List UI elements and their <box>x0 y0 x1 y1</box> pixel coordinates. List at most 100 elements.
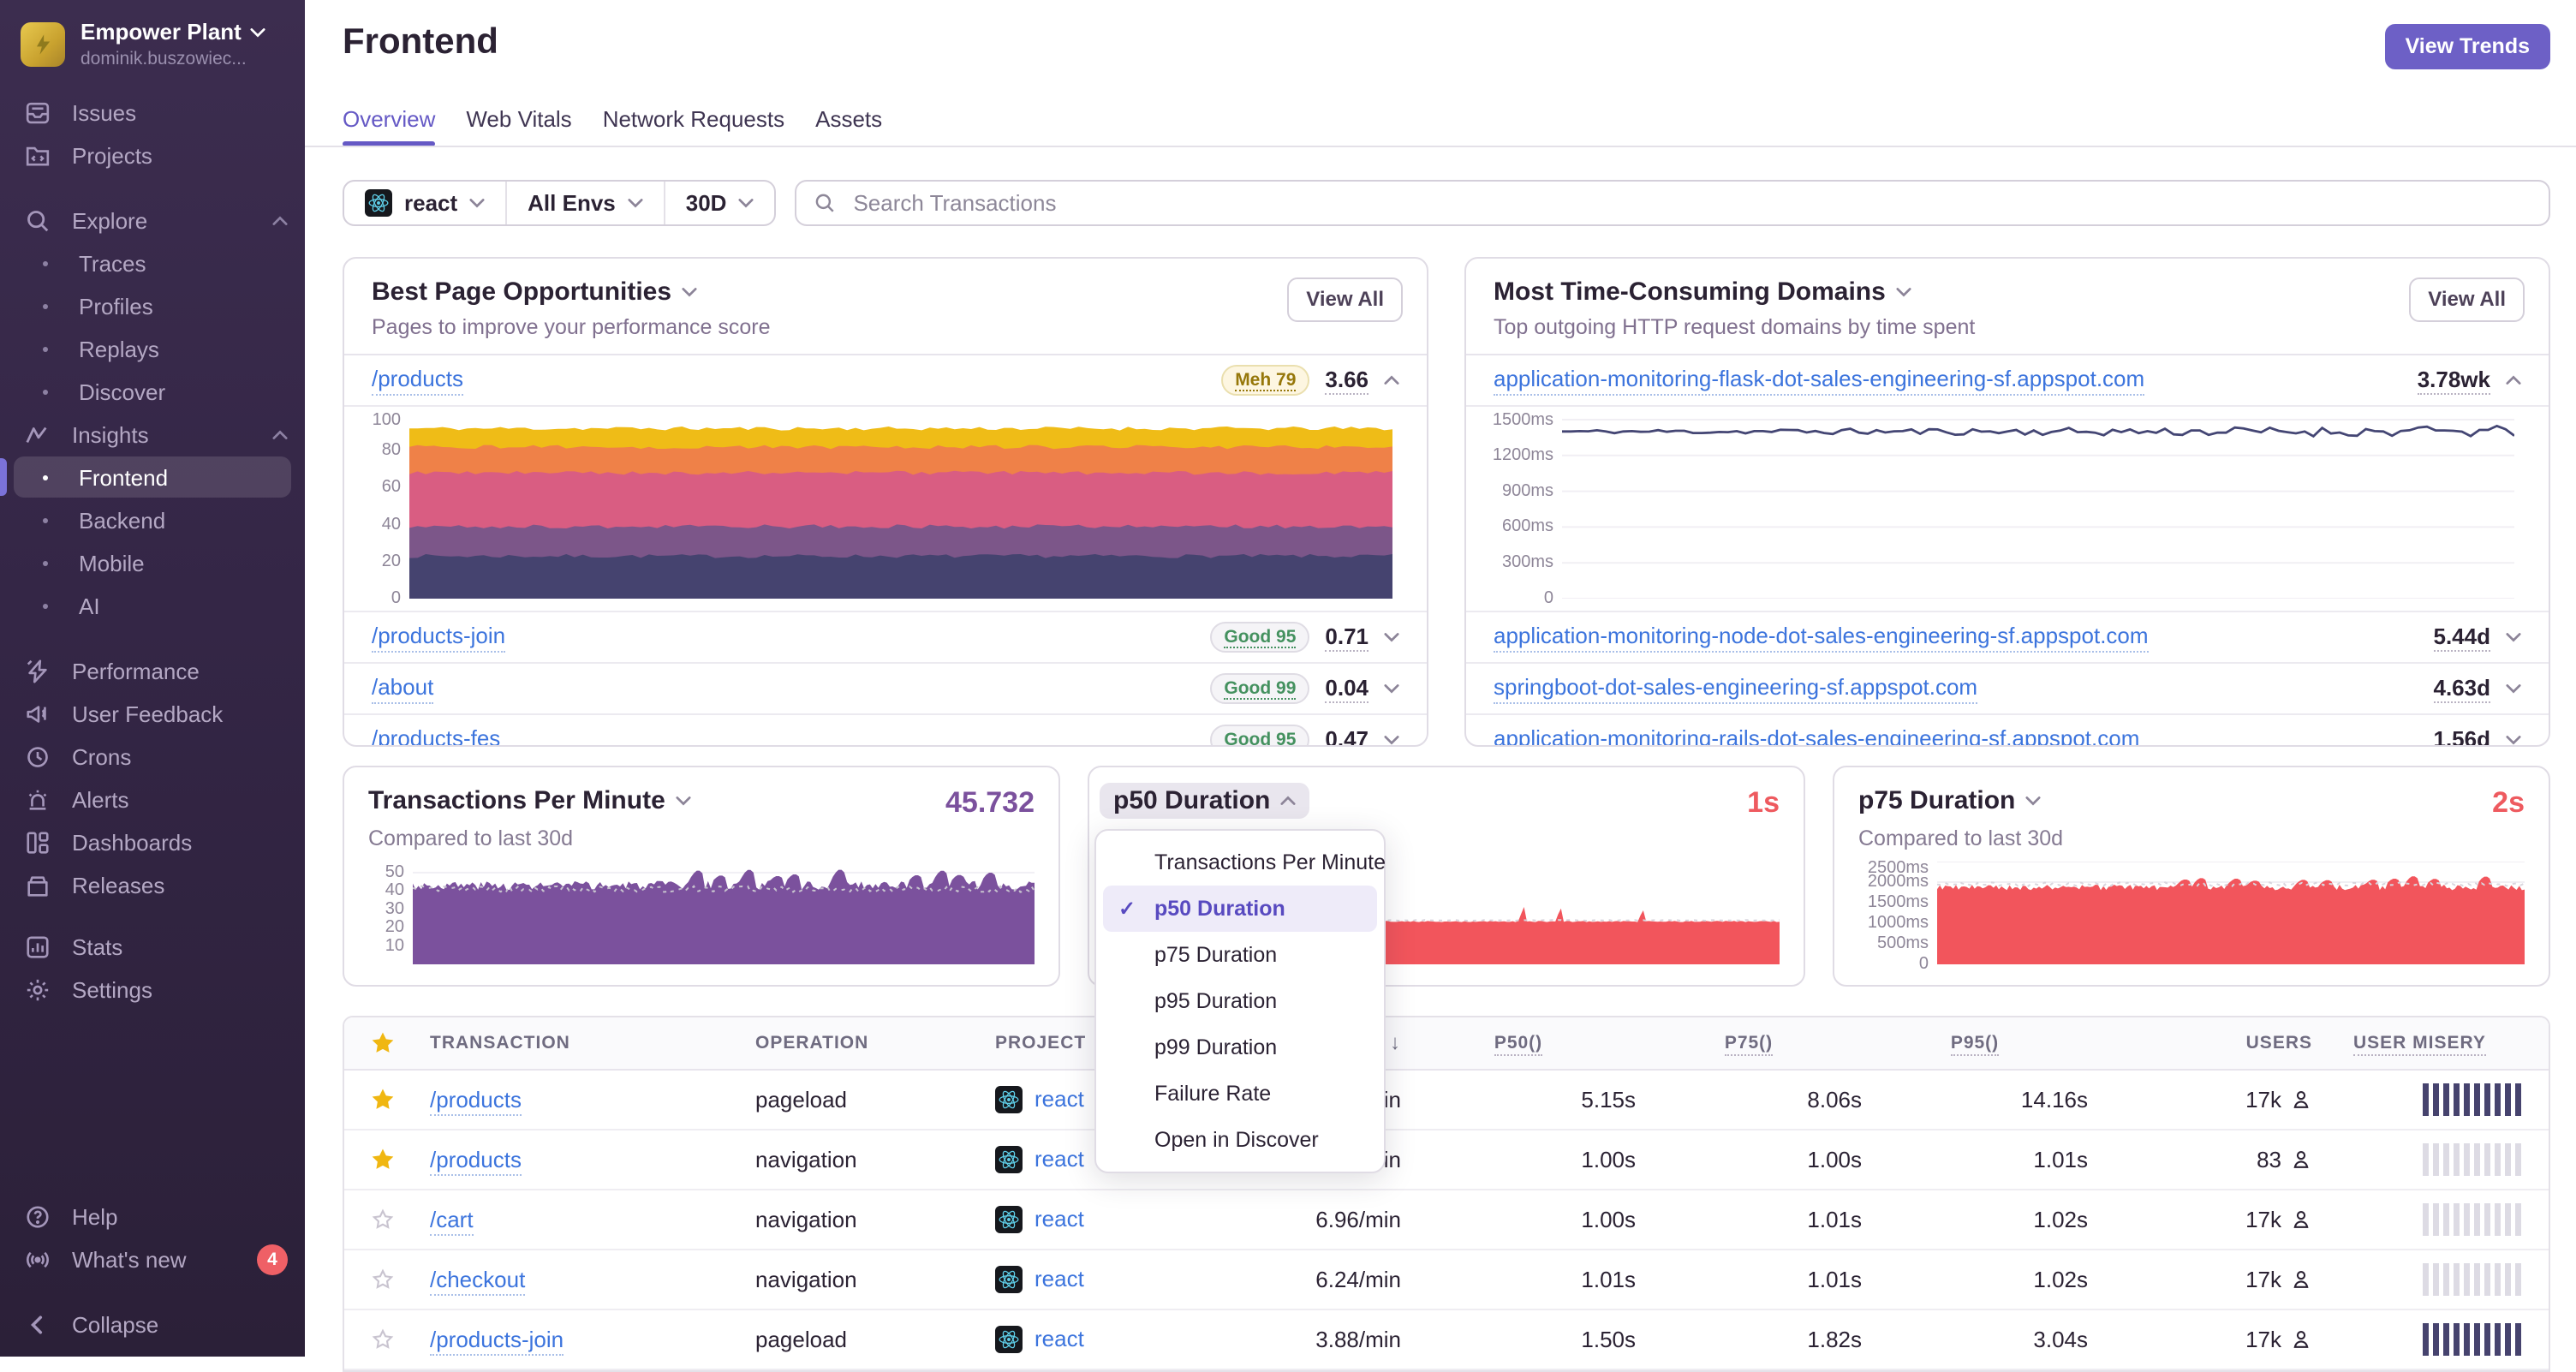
transaction-link[interactable]: /products-join <box>430 1326 564 1356</box>
menu-item-open-in-discover[interactable]: Open in Discover <box>1154 1127 1319 1152</box>
metric-selector[interactable]: p50 Duration <box>1100 783 1310 819</box>
project-filter[interactable]: react <box>344 182 505 224</box>
time-spent-value[interactable]: 5.44d <box>2433 623 2490 652</box>
table-row[interactable]: /products pageload react 34.92/min 5.15s… <box>344 1071 2549 1130</box>
domain-link[interactable]: application-monitoring-flask-dot-sales-e… <box>1494 366 2145 396</box>
col-user-misery[interactable]: USER MISERY <box>2312 1033 2521 1056</box>
transaction-link[interactable]: /about <box>372 674 434 704</box>
view-trends-button[interactable]: View Trends <box>2384 24 2550 69</box>
table-row[interactable]: /products-join pageload react 3.88/min 1… <box>344 1310 2549 1370</box>
star-toggle[interactable] <box>372 1148 430 1171</box>
time-spent-value[interactable]: 1.56d <box>2434 726 2491 746</box>
sidebar-item-settings[interactable]: Settings <box>0 969 305 1011</box>
table-row[interactable]: /cart navigation react 6.96/min 1.00s 1.… <box>344 1190 2549 1250</box>
chevron-down-icon[interactable] <box>2506 683 2521 694</box>
col-p50[interactable]: P50() <box>1401 1033 1636 1056</box>
star-toggle[interactable] <box>372 1089 430 1111</box>
sidebar-item-whats-new[interactable]: What's new 4 <box>0 1238 305 1281</box>
transaction-link[interactable]: /products-fes <box>372 725 500 746</box>
menu-item-p50-duration[interactable]: ✓ p50 Duration <box>1103 886 1377 932</box>
sidebar-item-user-feedback[interactable]: User Feedback <box>0 693 305 736</box>
panel-title[interactable]: Best Page Opportunities <box>372 277 771 307</box>
view-all-button[interactable]: View All <box>1287 277 1403 322</box>
sidebar-item-stats[interactable]: Stats <box>0 926 305 969</box>
table-row[interactable]: /checkout navigation react 6.24/min 1.01… <box>344 1250 2549 1310</box>
opportunity-score[interactable]: 3.66 <box>1325 367 1368 395</box>
environment-filter[interactable]: All Envs <box>505 182 664 224</box>
sidebar-item-dashboards[interactable]: Dashboards <box>0 821 305 864</box>
chevron-down-icon[interactable] <box>1384 632 1399 642</box>
opportunity-score[interactable]: 0.04 <box>1325 675 1368 703</box>
project-cell[interactable]: react <box>995 1206 1252 1234</box>
menu-item-failure-rate[interactable]: Failure Rate <box>1154 1081 1272 1106</box>
tab-overview[interactable]: Overview <box>343 106 436 153</box>
domain-link[interactable]: application-monitoring-node-dot-sales-en… <box>1494 623 2149 653</box>
col-p75[interactable]: P75() <box>1636 1033 1862 1056</box>
panel-title[interactable]: Most Time-Consuming Domains <box>1494 277 1975 307</box>
opportunity-score[interactable]: 0.47 <box>1325 726 1368 746</box>
tab-assets[interactable]: Assets <box>815 106 883 132</box>
sidebar-item-ai[interactable]: AI <box>0 585 305 628</box>
col-project[interactable]: PROJECT <box>995 1033 1087 1053</box>
menu-item-p75-duration[interactable]: p75 Duration <box>1154 942 1278 967</box>
score-badge[interactable]: Good 95 <box>1210 725 1310 745</box>
view-all-button[interactable]: View All <box>2409 277 2525 322</box>
star-toggle[interactable] <box>372 1208 430 1231</box>
sidebar-item-releases[interactable]: Releases <box>0 864 305 907</box>
score-badge[interactable]: Meh 79 <box>1221 365 1310 396</box>
menu-item-transactions-per-minute[interactable]: Transactions Per Minute <box>1154 850 1386 874</box>
tab-web-vitals[interactable]: Web Vitals <box>466 106 572 132</box>
metric-selector[interactable]: p75 Duration <box>1858 786 2041 815</box>
search-input[interactable] <box>850 188 2531 218</box>
date-range-filter[interactable]: 30D <box>663 182 775 224</box>
col-p95[interactable]: P95() <box>1862 1033 2088 1056</box>
sidebar-item-alerts[interactable]: Alerts <box>0 778 305 821</box>
sidebar-item-frontend[interactable]: Frontend <box>0 456 305 499</box>
sidebar-item-replays[interactable]: Replays <box>0 328 305 371</box>
domain-link[interactable]: springboot-dot-sales-engineering-sf.apps… <box>1494 674 1978 704</box>
org-switcher[interactable]: Empower Plant dominik.buszowiec... <box>0 0 305 69</box>
transaction-link[interactable]: /products-join <box>372 623 506 653</box>
project-cell[interactable]: react <box>995 1266 1252 1294</box>
transaction-link[interactable]: /products <box>372 366 463 396</box>
project-cell[interactable]: react <box>995 1326 1252 1354</box>
project-cell[interactable]: react <box>995 1086 1252 1114</box>
sidebar-item-performance[interactable]: Performance <box>0 650 305 693</box>
sidebar-item-insights[interactable]: Insights <box>0 414 305 456</box>
col-transaction[interactable]: TRANSACTION <box>430 1033 570 1053</box>
domain-link[interactable]: application-monitoring-rails-dot-sales-e… <box>1494 725 2139 746</box>
sidebar-collapse-button[interactable]: Collapse <box>0 1303 305 1346</box>
transaction-link[interactable]: /cart <box>430 1206 474 1236</box>
transaction-link[interactable]: /products <box>430 1086 522 1116</box>
sidebar-item-discover[interactable]: Discover <box>0 371 305 414</box>
sidebar-item-mobile[interactable]: Mobile <box>0 542 305 585</box>
star-column-header[interactable] <box>372 1032 430 1054</box>
project-cell[interactable]: react <box>995 1146 1252 1174</box>
chevron-down-icon[interactable] <box>2506 632 2521 642</box>
star-toggle[interactable] <box>372 1268 430 1291</box>
star-toggle[interactable] <box>372 1328 430 1351</box>
chevron-down-icon[interactable] <box>1384 735 1399 745</box>
col-users[interactable]: USERS <box>2245 1033 2312 1053</box>
transaction-link[interactable]: /checkout <box>430 1266 526 1296</box>
time-spent-value[interactable]: 3.78wk <box>2417 367 2490 395</box>
sidebar-item-traces[interactable]: Traces <box>0 242 305 285</box>
transaction-link[interactable]: /products <box>430 1146 522 1176</box>
time-spent-value[interactable]: 4.63d <box>2433 675 2490 703</box>
menu-item-p95-duration[interactable]: p95 Duration <box>1154 988 1278 1013</box>
sidebar-item-help[interactable]: Help <box>0 1196 305 1238</box>
sidebar-item-profiles[interactable]: Profiles <box>0 285 305 328</box>
score-badge[interactable]: Good 99 <box>1210 673 1310 704</box>
table-row[interactable]: /products navigation react 17.43/min 1.0… <box>344 1130 2549 1190</box>
col-operation[interactable]: OPERATION <box>755 1033 869 1053</box>
metric-selector[interactable]: Transactions Per Minute <box>368 786 691 815</box>
sidebar-item-crons[interactable]: Crons <box>0 736 305 778</box>
sidebar-item-issues[interactable]: Issues <box>0 92 305 134</box>
opportunity-score[interactable]: 0.71 <box>1325 623 1368 652</box>
score-badge[interactable]: Good 95 <box>1210 622 1310 653</box>
menu-item-p99-duration[interactable]: p99 Duration <box>1154 1035 1278 1059</box>
sidebar-item-backend[interactable]: Backend <box>0 499 305 542</box>
tab-network-requests[interactable]: Network Requests <box>602 106 785 132</box>
chevron-up-icon[interactable] <box>1384 375 1399 385</box>
sidebar-item-explore[interactable]: Explore <box>0 200 305 242</box>
